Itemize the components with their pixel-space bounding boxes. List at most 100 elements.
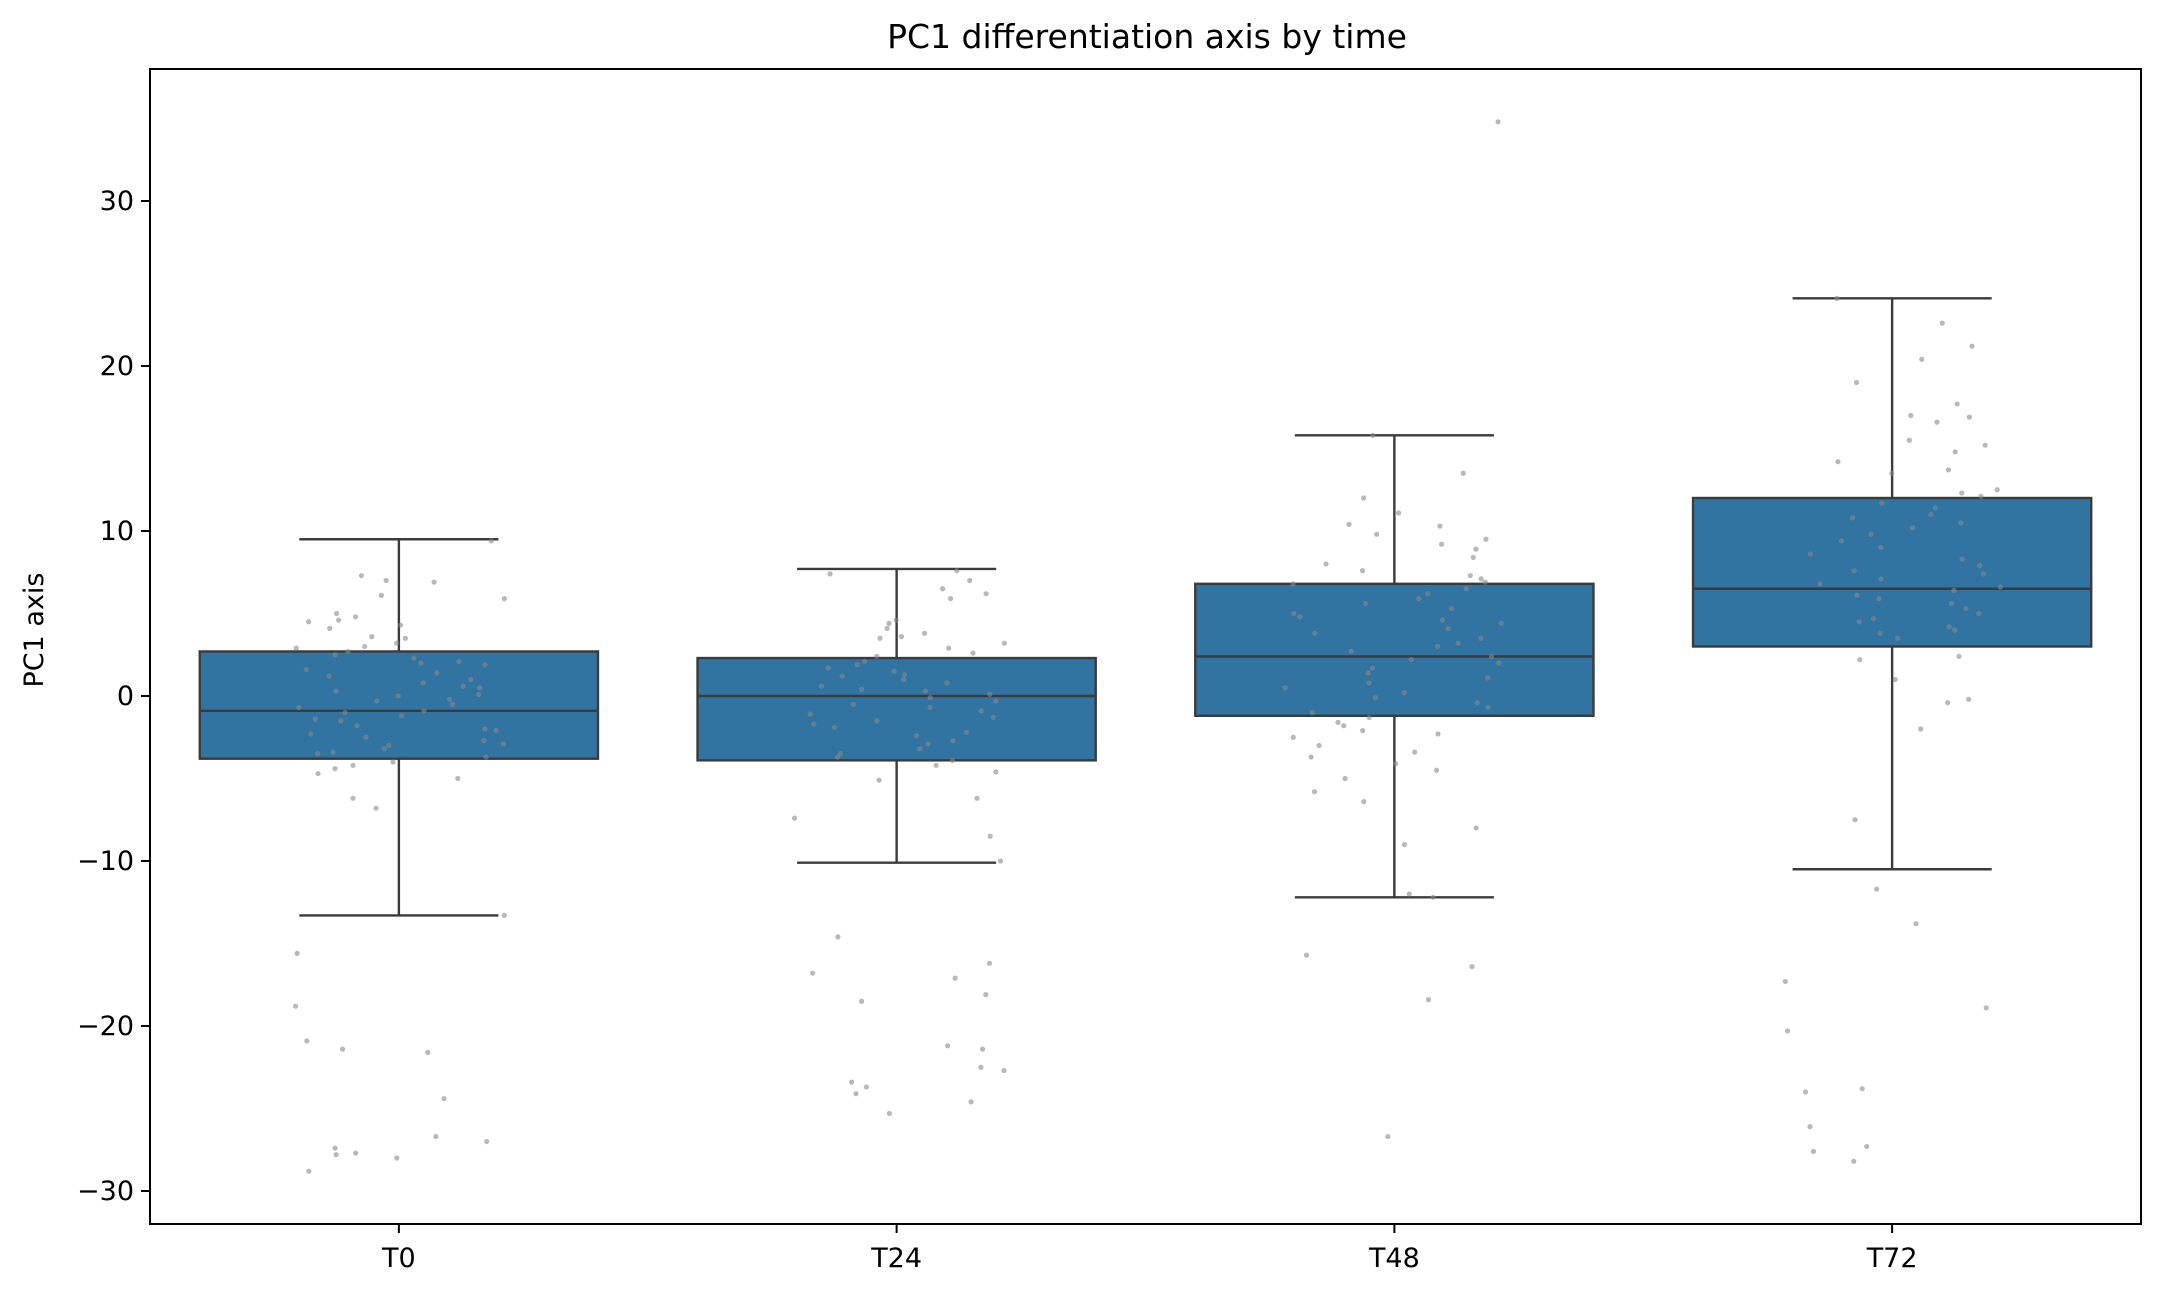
data-point-T0	[304, 1038, 310, 1044]
data-point-T24	[853, 1091, 859, 1097]
data-point-T48	[1496, 660, 1502, 666]
data-point-T48	[1434, 643, 1441, 650]
data-point-T0	[500, 741, 507, 747]
data-point-T0	[333, 688, 339, 694]
data-point-T72	[1871, 615, 1877, 622]
box-group-T24	[696, 567, 1097, 864]
data-point-T0	[381, 746, 387, 752]
box-group-T0	[198, 538, 600, 917]
y-tick-label: −30	[77, 1176, 134, 1207]
data-point-T72	[1889, 470, 1895, 476]
data-point-T0	[333, 1152, 339, 1158]
data-point-T0	[350, 795, 356, 801]
data-point-T0	[418, 660, 424, 666]
data-point-T72	[1782, 978, 1788, 985]
data-point-T48	[1495, 119, 1501, 125]
data-point-T0	[330, 749, 336, 755]
data-point-T0	[296, 704, 302, 711]
data-point-T72	[1952, 449, 1958, 455]
data-point-T72	[1908, 412, 1914, 419]
data-point-T72	[1918, 726, 1924, 732]
data-point-T0	[455, 775, 461, 782]
data-point-T24	[898, 634, 905, 640]
data-point-T48	[1425, 591, 1431, 597]
data-point-T72	[1934, 419, 1940, 425]
data-point-T72	[1868, 531, 1874, 537]
y-tick-label: 10	[100, 516, 134, 547]
data-point-T72	[1977, 563, 1983, 569]
data-point-T48	[1474, 700, 1480, 706]
data-point-T48	[1291, 610, 1297, 617]
data-point-T48	[1385, 1133, 1391, 1140]
data-point-T0	[421, 708, 427, 714]
data-point-T72	[1994, 487, 2000, 493]
data-point-T48	[1393, 761, 1399, 767]
data-point-T0	[358, 572, 365, 579]
data-point-T72	[1963, 605, 1969, 612]
data-point-T72	[1854, 592, 1860, 598]
points-T72	[1782, 295, 2003, 1164]
data-point-T24	[862, 658, 868, 664]
data-point-T24	[993, 769, 999, 775]
data-point-T48	[1316, 742, 1322, 749]
data-point-T48	[1412, 749, 1418, 755]
data-point-T24	[858, 998, 865, 1004]
data-point-T24	[849, 1079, 855, 1085]
data-point-T48	[1449, 605, 1455, 612]
data-point-T24	[917, 746, 923, 752]
data-point-T48	[1360, 728, 1366, 734]
data-point-T48	[1469, 964, 1475, 970]
data-point-T48	[1374, 531, 1380, 537]
data-point-T48	[1290, 581, 1296, 587]
data-point-T24	[884, 625, 890, 631]
data-point-T72	[1951, 587, 1957, 594]
data-point-T0	[308, 731, 314, 737]
data-point-T48	[1435, 731, 1441, 737]
data-point-T72	[1892, 676, 1898, 683]
data-point-T0	[425, 1049, 431, 1055]
plot-frame	[149, 68, 2142, 1225]
data-point-T24	[874, 653, 880, 660]
data-point-T72	[1946, 624, 1952, 630]
data-point-T72	[1874, 886, 1880, 892]
data-point-T48	[1463, 586, 1469, 592]
data-point-T48	[1290, 734, 1296, 740]
data-point-T72	[1857, 657, 1863, 663]
data-point-T0	[363, 734, 369, 740]
data-point-T0	[411, 655, 417, 661]
data-point-T24	[949, 757, 956, 763]
data-point-T24	[839, 673, 845, 679]
data-point-T0	[374, 698, 380, 704]
data-point-T0	[434, 670, 440, 676]
y-tick-label: 0	[117, 681, 134, 712]
data-point-T72	[1952, 627, 1958, 633]
axes: −30 −20 −10 0 10 20 30 T0 T24 T48 T72	[77, 68, 2142, 1274]
data-point-T48	[1425, 997, 1432, 1003]
data-point-T72	[1966, 414, 1972, 420]
data-point-T24	[933, 762, 939, 768]
data-point-T48	[1366, 680, 1372, 686]
data-point-T48	[1369, 665, 1375, 671]
data-point-T24	[913, 733, 920, 739]
y-tick-label: −10	[77, 846, 134, 877]
data-point-T0	[402, 635, 408, 641]
y-tick-label: −20	[77, 1011, 134, 1042]
data-point-T24	[850, 701, 856, 707]
data-point-T0	[354, 723, 360, 729]
data-point-T0	[332, 766, 338, 772]
data-point-T72	[1932, 505, 1938, 511]
box-T0	[198, 650, 600, 760]
data-point-T0	[369, 634, 375, 640]
data-point-T24	[825, 665, 831, 671]
data-point-T0	[460, 683, 466, 689]
data-point-T48	[1366, 714, 1372, 721]
data-point-T0	[493, 728, 499, 734]
data-point-T72	[1834, 295, 1840, 301]
data-point-T0	[362, 643, 368, 650]
data-point-T48	[1396, 510, 1402, 516]
data-point-T0	[394, 1155, 400, 1161]
data-point-T72	[1878, 544, 1884, 551]
data-point-T0	[326, 673, 332, 679]
data-point-T72	[1849, 515, 1856, 521]
